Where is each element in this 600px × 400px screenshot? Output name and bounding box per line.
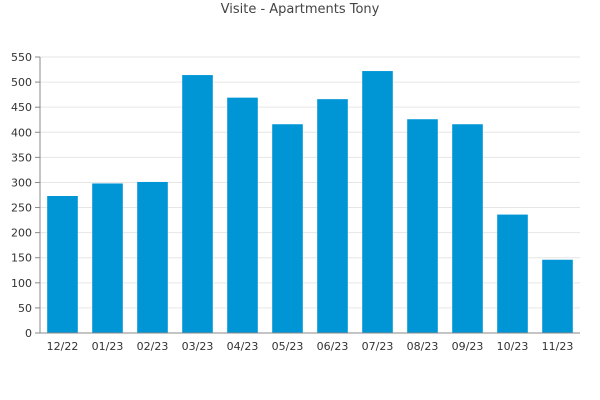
x-tick-label: 01/23 bbox=[92, 340, 124, 353]
y-tick-label: 100 bbox=[11, 277, 32, 290]
y-tick-label: 50 bbox=[18, 302, 32, 315]
x-tick-label: 04/23 bbox=[227, 340, 259, 353]
bar bbox=[407, 119, 438, 333]
bar bbox=[92, 183, 123, 333]
bar bbox=[452, 124, 483, 333]
y-tick-label: 450 bbox=[11, 101, 32, 114]
y-tick-label: 150 bbox=[11, 252, 32, 265]
bar bbox=[317, 99, 348, 333]
x-tick-label: 02/23 bbox=[137, 340, 169, 353]
y-tick-label: 250 bbox=[11, 202, 32, 215]
x-tick-label: 12/22 bbox=[47, 340, 79, 353]
bar bbox=[47, 196, 78, 333]
x-tick-label: 07/23 bbox=[362, 340, 394, 353]
x-tick-label: 06/23 bbox=[317, 340, 349, 353]
y-tick-label: 400 bbox=[11, 126, 32, 139]
bar bbox=[182, 75, 213, 333]
x-tick-label: 03/23 bbox=[182, 340, 214, 353]
y-tick-label: 550 bbox=[11, 51, 32, 64]
y-tick-label: 0 bbox=[25, 327, 32, 340]
x-tick-label: 09/23 bbox=[452, 340, 484, 353]
bar bbox=[542, 259, 573, 333]
chart-title: Visite - Apartments Tony bbox=[220, 2, 380, 17]
y-tick-label: 300 bbox=[11, 176, 32, 189]
x-tick-label: 11/23 bbox=[542, 340, 574, 353]
x-tick-label: 08/23 bbox=[407, 340, 439, 353]
y-tick-label: 350 bbox=[11, 151, 32, 164]
bar bbox=[497, 214, 528, 333]
x-tick-label: 10/23 bbox=[497, 340, 529, 353]
y-tick-label: 200 bbox=[11, 227, 32, 240]
bar bbox=[137, 181, 168, 333]
bar bbox=[227, 97, 258, 333]
y-tick-label: 500 bbox=[11, 76, 32, 89]
bar bbox=[362, 71, 393, 334]
bar bbox=[272, 124, 303, 333]
x-tick-label: 05/23 bbox=[272, 340, 304, 353]
